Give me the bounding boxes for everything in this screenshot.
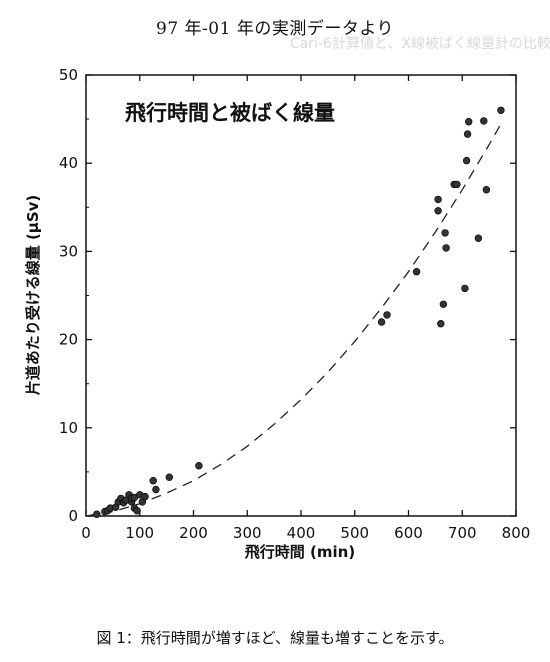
x-tick-label: 800 <box>502 524 531 542</box>
data-point <box>482 186 491 194</box>
data-point <box>442 244 450 252</box>
figure-caption: 図 1：飛行時間が増すほど、線量も増すことを示す。 <box>96 629 454 647</box>
data-point <box>141 492 149 501</box>
data-point <box>434 195 442 204</box>
y-axis-title: 片道あたり受ける線量 (μSv) <box>24 195 42 396</box>
data-point <box>439 300 448 308</box>
data-point <box>412 268 421 276</box>
background-ghost-text: Cari-6計算値と、X線被ばく線量計の比較 <box>290 36 550 52</box>
data-point <box>463 130 472 138</box>
x-tick-label: 400 <box>287 524 316 542</box>
x-tick-label: 600 <box>394 524 423 542</box>
y-tick-label: 0 <box>68 507 78 525</box>
x-tick-label: 500 <box>340 524 369 542</box>
y-tick-label: 20 <box>59 331 78 349</box>
data-point <box>497 106 505 115</box>
fit-curve <box>85 120 504 517</box>
data-point <box>437 320 445 328</box>
x-tick-label: 300 <box>233 524 262 542</box>
data-point <box>152 485 160 494</box>
data-point <box>461 284 469 293</box>
x-axis-title: 飛行時間 (min) <box>244 543 355 561</box>
data-point <box>441 229 449 237</box>
data-point <box>149 477 157 485</box>
data-point <box>434 207 442 215</box>
y-tick-label: 50 <box>59 66 78 84</box>
data-point <box>195 462 203 470</box>
x-tick-label: 700 <box>448 524 477 542</box>
y-tick-label: 30 <box>59 242 78 260</box>
data-point <box>377 318 386 326</box>
data-point <box>133 507 141 515</box>
chart-title: 飛行時間と被ばく線量 <box>125 101 335 125</box>
x-tick-label: 0 <box>81 524 91 542</box>
data-point <box>462 156 471 165</box>
data-point <box>383 311 391 319</box>
x-tick-label: 200 <box>179 524 208 542</box>
y-tick-label: 10 <box>59 419 78 437</box>
x-tick-label: 100 <box>125 524 154 542</box>
data-point <box>93 510 101 518</box>
data-point <box>480 117 488 125</box>
data-point <box>465 117 473 126</box>
page-heading: 97 年-01 年の実測データより <box>156 19 394 39</box>
y-tick-label: 40 <box>59 154 78 172</box>
plot-frame <box>85 74 517 517</box>
data-point <box>474 234 483 242</box>
data-point <box>453 180 461 189</box>
data-point <box>165 473 174 481</box>
plot-area: 0 100 200 300 400 500 600 700 800 0 10 20 30 40 50 <box>59 66 530 542</box>
